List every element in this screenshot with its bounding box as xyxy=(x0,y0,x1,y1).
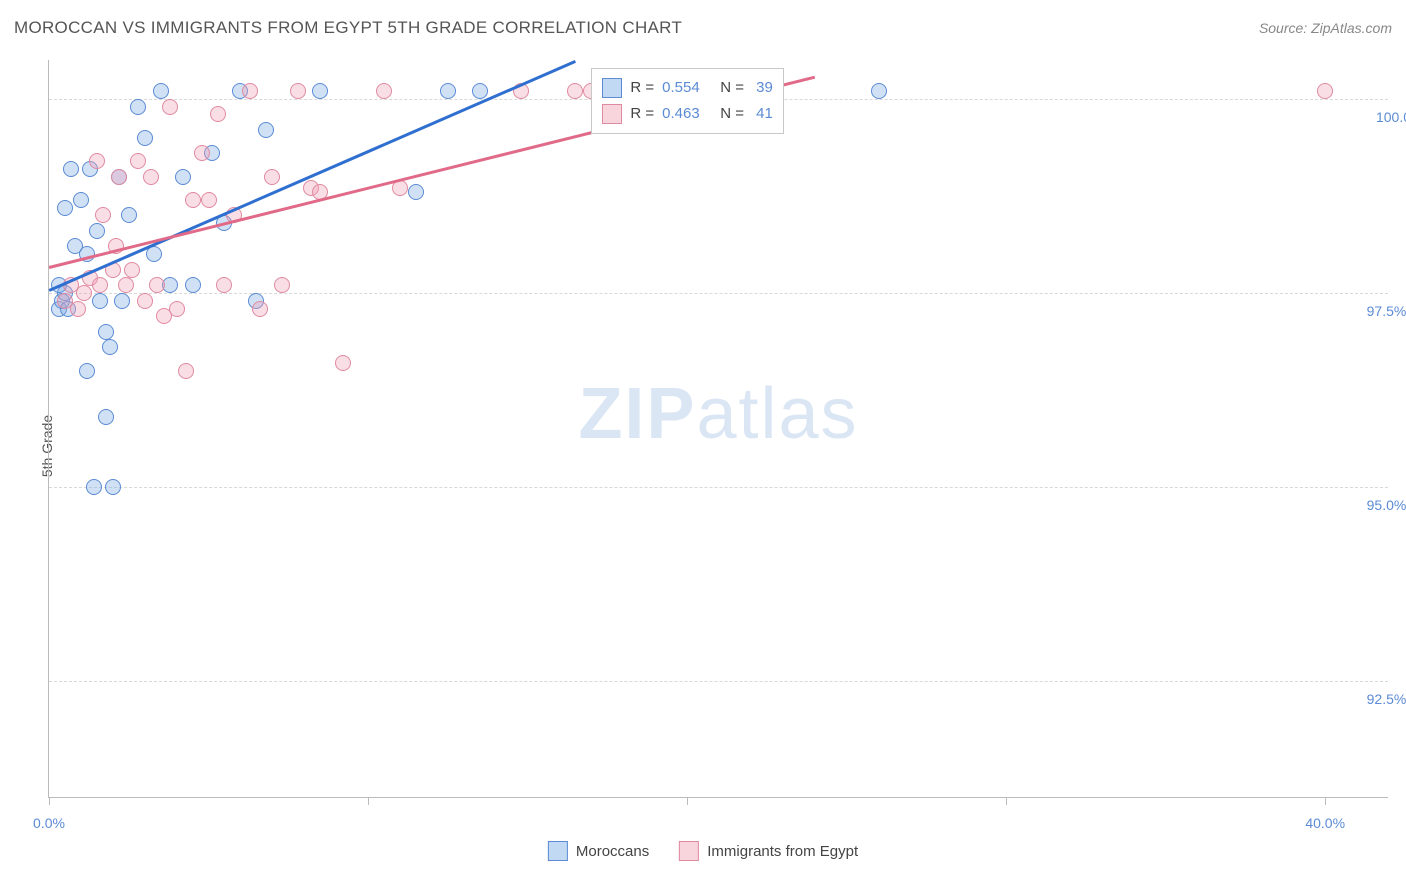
data-point xyxy=(162,99,178,115)
legend-item-moroccans: Moroccans xyxy=(548,838,649,864)
legend-r-label: R = xyxy=(630,105,654,122)
data-point xyxy=(149,277,165,293)
data-point xyxy=(98,324,114,340)
data-point xyxy=(92,277,108,293)
data-point xyxy=(95,207,111,223)
gridline xyxy=(49,293,1388,294)
data-point xyxy=(185,192,201,208)
data-point xyxy=(242,83,258,99)
legend-r-label: R = xyxy=(630,79,654,96)
data-point xyxy=(57,200,73,216)
x-tick-label: 40.0% xyxy=(1305,815,1345,831)
data-point xyxy=(153,83,169,99)
watermark: ZIPatlas xyxy=(578,373,858,455)
chart-header: MOROCCAN VS IMMIGRANTS FROM EGYPT 5TH GR… xyxy=(14,18,1392,38)
data-point xyxy=(130,153,146,169)
stats-legend-row: R = 0.554 N = 39 xyxy=(602,75,772,101)
data-point xyxy=(114,293,130,309)
data-point xyxy=(73,192,89,208)
data-point xyxy=(124,262,140,278)
legend-r-value: 0.463 xyxy=(662,105,700,122)
data-point xyxy=(264,169,280,185)
plot-area: ZIPatlas 92.5%95.0%97.5%100.0%0.0%40.0%R… xyxy=(48,60,1388,798)
legend-swatch xyxy=(602,78,622,98)
data-point xyxy=(102,339,118,355)
data-point xyxy=(156,308,172,324)
x-tick xyxy=(1325,797,1326,805)
stats-legend: R = 0.554 N = 39R = 0.463 N = 41 xyxy=(591,68,783,134)
data-point xyxy=(335,355,351,371)
data-point xyxy=(178,363,194,379)
data-point xyxy=(79,363,95,379)
legend-n-label: N = xyxy=(708,105,744,122)
data-point xyxy=(194,145,210,161)
data-point xyxy=(111,169,127,185)
data-point xyxy=(86,479,102,495)
data-point xyxy=(216,277,232,293)
y-tick-label: 97.5% xyxy=(1367,303,1406,319)
legend-r-value: 0.554 xyxy=(662,79,700,96)
data-point xyxy=(252,301,268,317)
data-point xyxy=(376,83,392,99)
data-point xyxy=(175,169,191,185)
data-point xyxy=(210,106,226,122)
data-point xyxy=(70,301,86,317)
x-tick-label: 0.0% xyxy=(33,815,65,831)
data-point xyxy=(98,409,114,425)
legend-n-label: N = xyxy=(708,79,744,96)
data-point xyxy=(63,161,79,177)
data-point xyxy=(130,99,146,115)
data-point xyxy=(92,293,108,309)
data-point xyxy=(137,130,153,146)
legend-swatch-egypt xyxy=(679,841,699,861)
legend-label: Immigrants from Egypt xyxy=(707,843,858,860)
data-point xyxy=(89,153,105,169)
data-point xyxy=(1317,83,1333,99)
x-tick xyxy=(49,797,50,805)
legend-label: Moroccans xyxy=(576,843,649,860)
y-tick-label: 92.5% xyxy=(1367,691,1406,707)
data-point xyxy=(408,184,424,200)
x-tick xyxy=(1006,797,1007,805)
x-tick xyxy=(687,797,688,805)
data-point xyxy=(274,277,290,293)
data-point xyxy=(440,83,456,99)
chart-title: MOROCCAN VS IMMIGRANTS FROM EGYPT 5TH GR… xyxy=(14,18,682,38)
stats-legend-row: R = 0.463 N = 41 xyxy=(602,101,772,127)
watermark-light: atlas xyxy=(696,374,858,454)
data-point xyxy=(118,277,134,293)
data-point xyxy=(105,479,121,495)
source-label: Source: ZipAtlas.com xyxy=(1259,20,1392,36)
legend-swatch-moroccans xyxy=(548,841,568,861)
data-point xyxy=(472,83,488,99)
data-point xyxy=(871,83,887,99)
data-point xyxy=(290,83,306,99)
data-point xyxy=(137,293,153,309)
data-point xyxy=(121,207,137,223)
legend-n-value: 39 xyxy=(752,79,773,96)
legend-item-egypt: Immigrants from Egypt xyxy=(679,838,858,864)
legend-n-value: 41 xyxy=(752,105,773,122)
data-point xyxy=(146,246,162,262)
data-point xyxy=(76,285,92,301)
data-point xyxy=(185,277,201,293)
gridline xyxy=(49,681,1388,682)
bottom-legend: Moroccans Immigrants from Egypt xyxy=(548,838,858,864)
data-point xyxy=(258,122,274,138)
y-tick-label: 95.0% xyxy=(1367,497,1406,513)
gridline xyxy=(49,487,1388,488)
data-point xyxy=(312,83,328,99)
data-point xyxy=(89,223,105,239)
data-point xyxy=(201,192,217,208)
data-point xyxy=(567,83,583,99)
y-tick-label: 100.0% xyxy=(1376,109,1406,125)
x-tick xyxy=(368,797,369,805)
data-point xyxy=(143,169,159,185)
watermark-bold: ZIP xyxy=(578,374,696,454)
legend-swatch xyxy=(602,104,622,124)
